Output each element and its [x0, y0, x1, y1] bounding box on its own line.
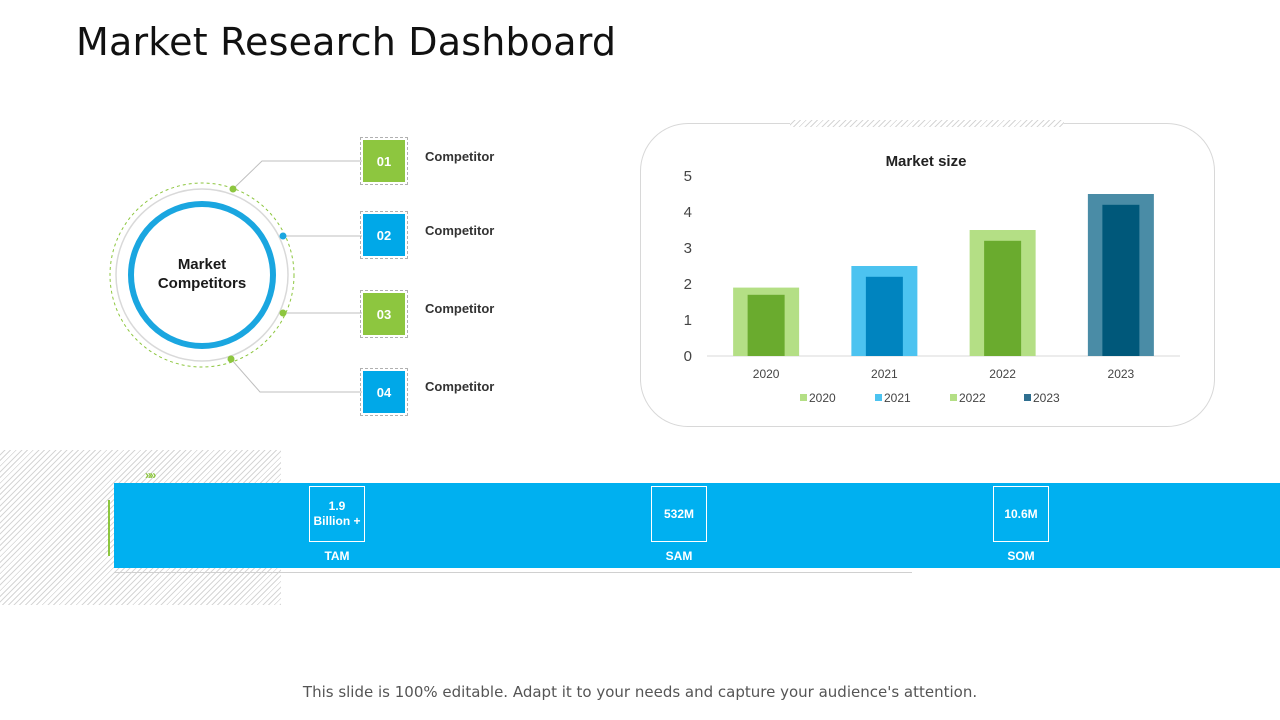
dot-01 — [229, 185, 237, 193]
center-label-line1: Market — [177, 256, 227, 273]
page-title: Market Research Dashboard — [76, 20, 617, 64]
y-tick-label-2: 2 — [684, 276, 692, 293]
dot-04 — [227, 355, 235, 363]
sam-label: SAM — [665, 549, 693, 563]
competitor-number-04: 04 — [360, 368, 408, 416]
legend-label-2021: 2021 — [884, 391, 911, 405]
x-tick-label-2022: 2022 — [989, 367, 1016, 381]
competitor-number-02: 02 — [360, 211, 408, 259]
som-value-box: 10.6M — [993, 486, 1049, 542]
x-tick-label-2020: 2020 — [753, 367, 780, 381]
center-label: Market Competitors — [130, 255, 274, 293]
dot-02 — [279, 232, 287, 240]
legend-swatch-2020 — [800, 394, 807, 401]
y-tick-label-1: 1 — [684, 312, 692, 329]
legend-label-2022: 2022 — [959, 391, 986, 405]
competitor-diagram — [109, 160, 362, 393]
chart-card-hatch — [790, 120, 1064, 127]
center-label-line2: Competitors — [157, 275, 247, 292]
bar-front-2023 — [1102, 204, 1140, 356]
band-underline — [114, 572, 912, 573]
bar-front-2020 — [747, 294, 785, 356]
arrows-decoration: »» — [145, 468, 156, 482]
y-tick-label-4: 4 — [684, 204, 692, 221]
legend-swatch-2023 — [1024, 394, 1031, 401]
bar-front-2021 — [865, 276, 903, 356]
main-ring — [128, 201, 276, 349]
y-tick-label-0: 0 — [684, 348, 692, 365]
sam-value: 532M — [663, 506, 695, 521]
competitor-label-04: Competitor — [425, 379, 495, 394]
competitor-number-03: 03 — [360, 290, 408, 338]
sam-value-box: 532M — [651, 486, 707, 542]
band-accent-line — [108, 500, 110, 556]
market-size-chart: Market size 0 1 2 3 4 5 2020 2021 2022 2023 2020… — [684, 153, 1180, 405]
metrics-band — [114, 483, 1280, 568]
tam-value-line1: 1.9 — [328, 499, 346, 513]
dot-03 — [279, 309, 287, 317]
legend-label-2023: 2023 — [1033, 391, 1060, 405]
y-tick-label-5: 5 — [684, 168, 692, 185]
connector-04 — [230, 358, 362, 393]
tam-value-box: 1.9 Billion + — [309, 486, 365, 542]
x-tick-label-2023: 2023 — [1108, 367, 1135, 381]
connector-01 — [232, 160, 362, 190]
bar-front-2022 — [984, 240, 1022, 356]
tam-label: TAM — [324, 549, 350, 563]
footer-note: This slide is 100% editable. Adapt it to… — [302, 683, 978, 701]
dashed-outer-ring — [109, 182, 295, 368]
legend-swatch-2022 — [950, 394, 957, 401]
x-tick-label-2021: 2021 — [871, 367, 898, 381]
competitor-label-03: Competitor — [425, 301, 495, 316]
som-value: 10.6M — [1004, 506, 1038, 521]
competitor-label-01: Competitor — [425, 149, 495, 164]
competitor-number-01: 01 — [360, 137, 408, 185]
tam-value-line2: Billion + — [313, 514, 361, 528]
y-tick-label-3: 3 — [684, 240, 692, 257]
chart-title: Market size — [886, 153, 967, 170]
legend-label-2020: 2020 — [809, 391, 836, 405]
grey-ring — [115, 188, 289, 362]
competitor-label-02: Competitor — [425, 223, 495, 238]
legend-swatch-2021 — [875, 394, 882, 401]
som-label: SOM — [1007, 549, 1035, 563]
